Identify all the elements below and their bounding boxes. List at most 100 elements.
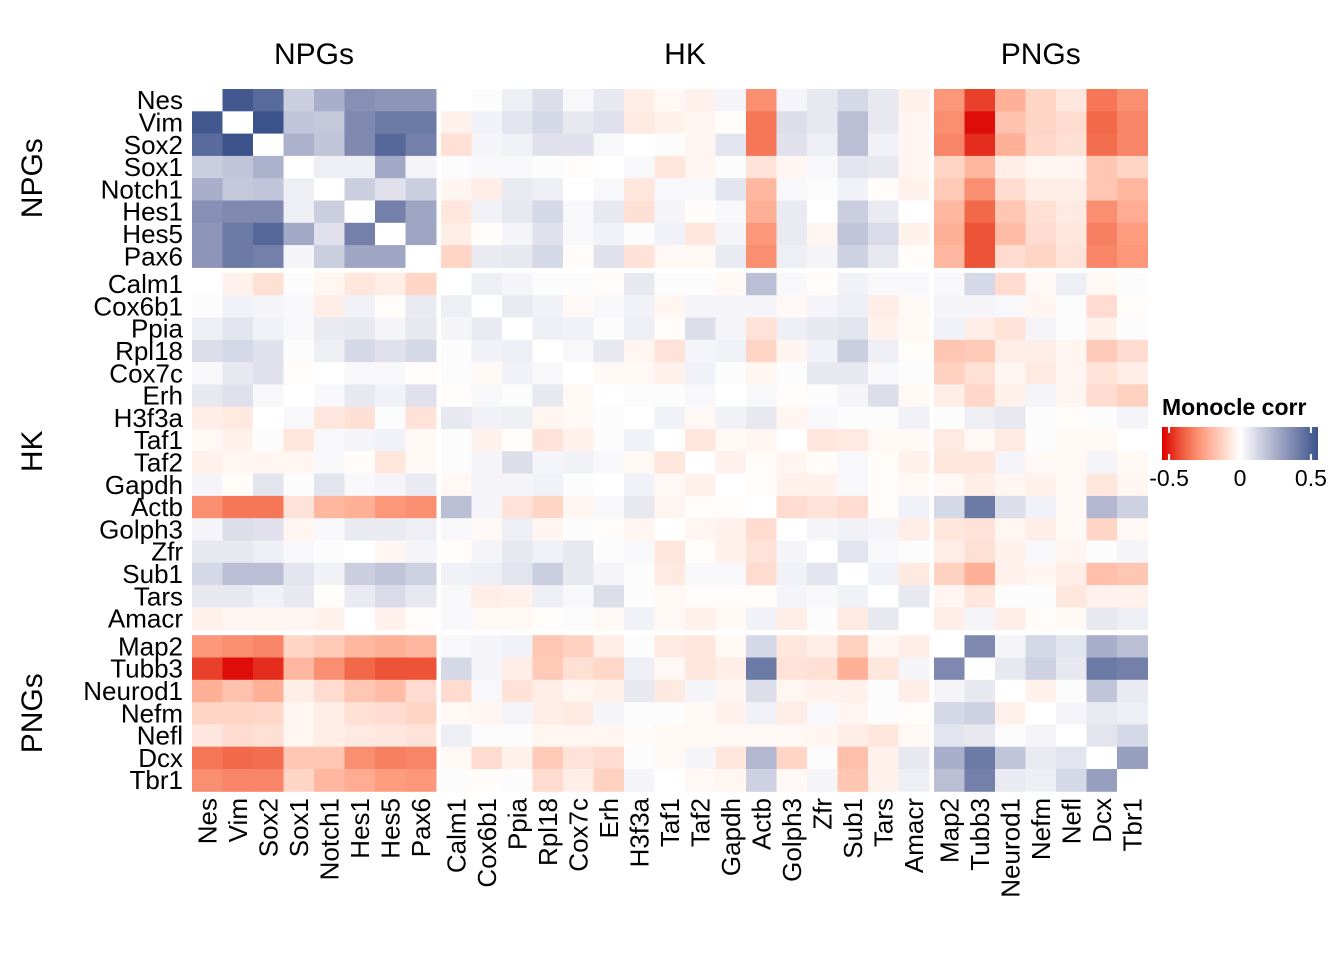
heatmap-cell <box>441 155 472 179</box>
heatmap-cell <box>1025 362 1057 385</box>
heatmap-cell <box>253 245 284 268</box>
heatmap-cell <box>964 473 996 497</box>
heatmap-cell <box>624 451 655 475</box>
heatmap-cell <box>1025 562 1057 586</box>
heatmap-cell <box>868 679 899 703</box>
row-label: Cox7c <box>109 358 183 388</box>
heatmap-cell <box>253 339 284 363</box>
heatmap-cell <box>532 746 564 770</box>
heatmap-cell <box>715 724 747 748</box>
heatmap-cell <box>685 562 716 586</box>
heatmap-cell <box>624 272 655 296</box>
heatmap-cell <box>502 155 533 179</box>
heatmap-cell <box>624 540 655 564</box>
heatmap-cell <box>1086 272 1118 296</box>
heatmap-cell <box>502 495 533 519</box>
heatmap-cell <box>283 657 315 681</box>
heatmap-cell <box>898 222 930 246</box>
heatmap-cell <box>222 384 254 408</box>
heatmap-cell <box>807 607 838 631</box>
heatmap-cell <box>868 295 899 318</box>
heatmap-cell <box>1086 585 1118 608</box>
heatmap-cell <box>283 585 315 608</box>
heatmap-cell <box>624 406 655 430</box>
heatmap-cell <box>532 724 564 748</box>
heatmap-cell <box>685 679 716 703</box>
heatmap-cell <box>375 384 406 408</box>
heatmap-cell <box>563 746 594 770</box>
heatmap-cell <box>1117 702 1148 725</box>
heatmap-cell <box>314 178 345 201</box>
heatmap-cell <box>654 406 686 430</box>
heatmap-cell <box>685 495 716 519</box>
heatmap-cell <box>471 724 503 748</box>
heatmap-cell <box>776 133 808 157</box>
heatmap-cell <box>934 451 965 475</box>
heatmap-cell <box>283 272 315 296</box>
heatmap-cell <box>502 317 533 341</box>
heatmap-cell <box>375 518 406 541</box>
row-label: Sox2 <box>124 130 183 160</box>
heatmap-cell <box>375 272 406 296</box>
heatmap-cell <box>222 562 254 586</box>
heatmap-cell <box>192 200 223 224</box>
heatmap-cell <box>441 724 472 748</box>
heatmap-cell <box>715 607 747 631</box>
heatmap-cell <box>654 746 686 770</box>
heatmap-cell <box>995 317 1026 341</box>
heatmap-cell <box>964 222 996 246</box>
heatmap-cell <box>776 272 808 296</box>
heatmap-cell <box>807 89 838 112</box>
heatmap-cell <box>441 746 472 770</box>
heatmap-cell <box>1117 245 1148 268</box>
heatmap-cell <box>563 178 594 201</box>
heatmap-cell <box>532 540 564 564</box>
heatmap-cell <box>502 607 533 631</box>
heatmap-cell <box>868 451 899 475</box>
heatmap-cell <box>314 200 345 224</box>
heatmap-cell <box>344 562 376 586</box>
heatmap-cell <box>776 473 808 497</box>
column-label: Rpl18 <box>533 798 563 866</box>
row-group-title: HK <box>16 430 49 472</box>
heatmap-cell <box>868 245 899 268</box>
column-group-title: HK <box>664 38 706 71</box>
heatmap-cell <box>1025 429 1057 452</box>
heatmap-cell <box>807 339 838 363</box>
heatmap-cell <box>253 451 284 475</box>
heatmap-cell <box>898 133 930 157</box>
heatmap-cell <box>898 746 930 770</box>
heatmap-cell <box>593 406 625 430</box>
heatmap-cell <box>837 746 869 770</box>
heatmap-cell <box>192 362 223 385</box>
heatmap-cell <box>1056 657 1087 681</box>
heatmap-cell <box>471 272 503 296</box>
heatmap-cell <box>563 295 594 318</box>
heatmap-cell <box>314 657 345 681</box>
heatmap-cell <box>222 295 254 318</box>
heatmap-cell <box>441 178 472 201</box>
heatmap-cell <box>532 178 564 201</box>
heatmap-cell <box>563 724 594 748</box>
heatmap-cell <box>995 607 1026 631</box>
heatmap-cell <box>715 272 747 296</box>
heatmap-cell <box>1025 473 1057 497</box>
heatmap-cell <box>314 155 345 179</box>
heatmap-cell <box>532 473 564 497</box>
heatmap-cell <box>593 473 625 497</box>
heatmap-cell <box>807 540 838 564</box>
heatmap-cell <box>624 495 655 519</box>
heatmap-cell <box>624 679 655 703</box>
heatmap-cell <box>375 178 406 201</box>
heatmap-cell <box>314 272 345 296</box>
heatmap-cell <box>898 451 930 475</box>
heatmap-cell <box>593 222 625 246</box>
heatmap-cell <box>934 245 965 268</box>
heatmap-cell <box>471 451 503 475</box>
heatmap-cell <box>222 702 254 725</box>
heatmap-cell <box>192 89 223 112</box>
heatmap-cell <box>192 473 223 497</box>
heatmap-cell <box>253 317 284 341</box>
heatmap-cell <box>898 200 930 224</box>
heatmap-cell <box>1086 562 1118 586</box>
